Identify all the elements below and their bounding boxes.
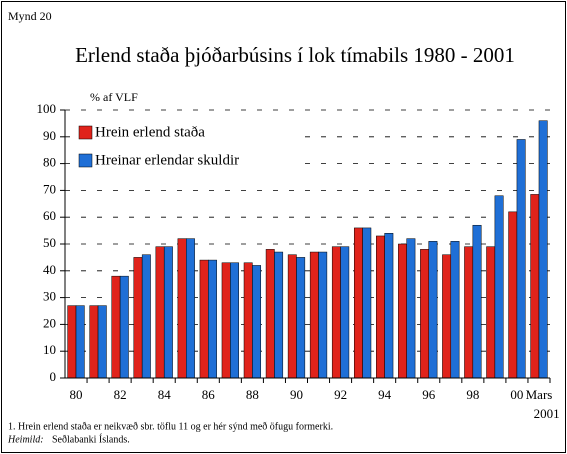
bar	[208, 259, 217, 379]
bar	[318, 251, 328, 379]
bar	[111, 275, 121, 379]
bar	[464, 246, 474, 379]
figure-label: Mynd 20	[8, 9, 52, 23]
bar	[75, 305, 85, 379]
y-tick-label: 30	[43, 289, 56, 304]
bar	[362, 227, 372, 379]
x-tick-label: 90	[290, 387, 303, 402]
x-tick-label: Mars 2001	[526, 387, 560, 421]
bar	[331, 246, 341, 379]
bar	[163, 246, 173, 379]
y-tick-label: 10	[43, 342, 56, 357]
x-tick-label: 92	[334, 387, 347, 402]
bar	[309, 251, 319, 379]
bar	[398, 243, 407, 379]
bar	[508, 211, 518, 379]
bar	[296, 257, 306, 379]
bar	[274, 251, 284, 379]
x-tick-label: 94	[378, 387, 392, 402]
y-axis-label: % af VLF	[90, 90, 138, 104]
bar	[406, 238, 416, 379]
bar	[221, 262, 231, 379]
bar	[530, 194, 540, 379]
bar	[494, 195, 504, 379]
bar	[67, 305, 77, 379]
y-tick-label: 0	[50, 369, 57, 384]
bar	[265, 249, 275, 379]
legend-background	[73, 120, 298, 174]
x-tick-label: 00	[510, 387, 523, 402]
chart-title: Erlend staða þjóðarbúsins í lok tímabils…	[75, 43, 515, 67]
bar	[472, 224, 482, 379]
bar	[155, 246, 165, 379]
bar	[420, 249, 430, 379]
y-tick-label: 50	[43, 235, 56, 250]
legend-swatch	[78, 153, 93, 168]
legend-swatch	[78, 125, 93, 140]
bar	[384, 233, 394, 379]
legend-label: Hreinar erlendar skuldir	[95, 152, 239, 168]
bar	[141, 254, 151, 379]
x-tick-label: 98	[466, 387, 479, 402]
bar	[243, 262, 253, 379]
y-tick-label: 40	[43, 262, 56, 277]
x-tick-label: 80	[70, 387, 83, 402]
bar	[486, 246, 496, 379]
bar	[538, 120, 548, 379]
y-tick-label: 60	[43, 208, 56, 223]
bar	[428, 241, 438, 379]
bar	[442, 254, 452, 379]
x-tick-label: 96	[422, 387, 436, 402]
bar	[133, 257, 143, 379]
x-tick-label: 84	[158, 387, 172, 402]
bar	[177, 238, 187, 379]
legend-label: Hrein erlend staða	[95, 124, 205, 140]
bar	[252, 265, 262, 379]
bar	[199, 259, 209, 379]
x-tick-label: 82	[114, 387, 127, 402]
y-tick-label: 90	[43, 128, 56, 143]
bar	[287, 254, 297, 379]
bar	[376, 235, 385, 379]
y-tick-label: 80	[43, 155, 56, 170]
bar	[450, 241, 460, 379]
bar	[516, 139, 526, 379]
bar	[97, 305, 107, 379]
bar	[89, 305, 99, 379]
x-tick-label: 88	[246, 387, 259, 402]
bar	[340, 246, 350, 379]
x-tick-label: 86	[202, 387, 216, 402]
bar	[353, 227, 363, 379]
source: Seðlabanki Íslands.	[52, 433, 130, 445]
bar	[230, 262, 239, 379]
source-label: Heimild:	[7, 434, 44, 445]
bar	[119, 275, 129, 379]
y-tick-label: 100	[37, 101, 57, 116]
bar	[186, 238, 195, 379]
y-tick-label: 70	[43, 181, 56, 196]
footnote: 1. Hrein erlend staða er neikvæð sbr. tö…	[8, 421, 333, 432]
y-tick-label: 20	[43, 315, 56, 330]
